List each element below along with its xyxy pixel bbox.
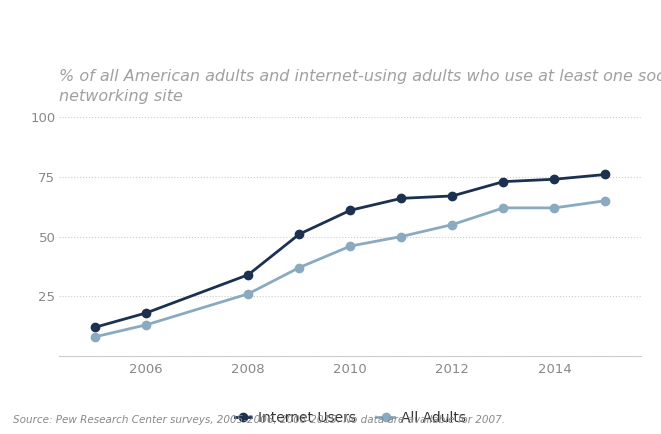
- Internet Users: [448, 194, 456, 199]
- All Adults: [91, 334, 99, 339]
- Internet Users: [295, 232, 303, 237]
- Line: All Adults: All Adults: [91, 197, 609, 341]
- Legend: Internet Users, All Adults: Internet Users, All Adults: [229, 406, 471, 431]
- Internet Users: [500, 179, 508, 184]
- All Adults: [245, 291, 253, 296]
- All Adults: [295, 265, 303, 270]
- All Adults: [346, 243, 354, 249]
- All Adults: [500, 205, 508, 210]
- Internet Users: [397, 196, 405, 201]
- Internet Users: [142, 310, 150, 316]
- Internet Users: [551, 177, 559, 182]
- Internet Users: [602, 172, 609, 177]
- Line: Internet Users: Internet Users: [91, 170, 609, 332]
- All Adults: [602, 198, 609, 203]
- Internet Users: [91, 325, 99, 330]
- All Adults: [551, 205, 559, 210]
- Internet Users: [346, 208, 354, 213]
- All Adults: [448, 222, 456, 227]
- Internet Users: [245, 272, 253, 277]
- All Adults: [142, 322, 150, 328]
- All Adults: [397, 234, 405, 239]
- Text: % of all American adults and internet-using adults who use at least one social
n: % of all American adults and internet-us…: [59, 69, 661, 104]
- Text: Source: Pew Research Center surveys, 2005-2006, 2008-2015. No data are available: Source: Pew Research Center surveys, 200…: [13, 415, 505, 425]
